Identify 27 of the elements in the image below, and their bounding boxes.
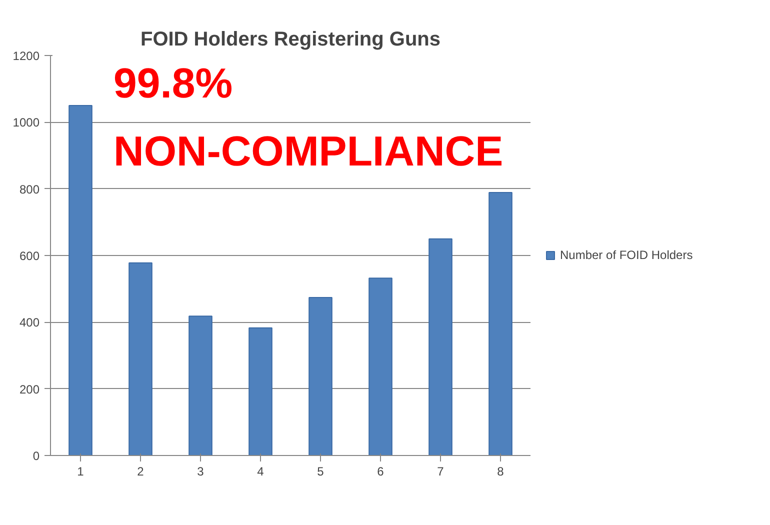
x-tick-label: 4 (257, 464, 264, 478)
bar (248, 327, 272, 456)
y-tick-label: 0 (32, 449, 40, 463)
bar (308, 297, 332, 456)
x-tick-label: 6 (377, 464, 384, 478)
x-tick-label: 1 (77, 464, 84, 478)
y-tick-label: 200 (19, 382, 40, 396)
x-tick-label: 8 (497, 464, 504, 478)
bar (128, 262, 152, 456)
legend-label: Number of FOID Holders (560, 248, 693, 262)
y-tick-label: 800 (19, 182, 40, 196)
bar (428, 238, 452, 456)
chart-title: FOID Holders Registering Guns (140, 28, 441, 50)
x-tick-label: 5 (317, 464, 324, 478)
x-tick-label: 2 (137, 464, 144, 478)
x-tick-label: 7 (437, 464, 444, 478)
bar (368, 278, 392, 456)
y-tick-label: 600 (19, 249, 40, 263)
bar (488, 192, 512, 456)
bar (68, 105, 92, 456)
annotation: 99.8% (114, 60, 233, 106)
x-tick-label: 3 (197, 464, 204, 478)
bar (188, 316, 212, 456)
annotation: NON-COMPLIANCE (114, 128, 504, 174)
y-tick-label: 1200 (12, 49, 40, 63)
y-tick-label: 1000 (12, 116, 40, 130)
y-tick-label: 400 (19, 316, 40, 330)
